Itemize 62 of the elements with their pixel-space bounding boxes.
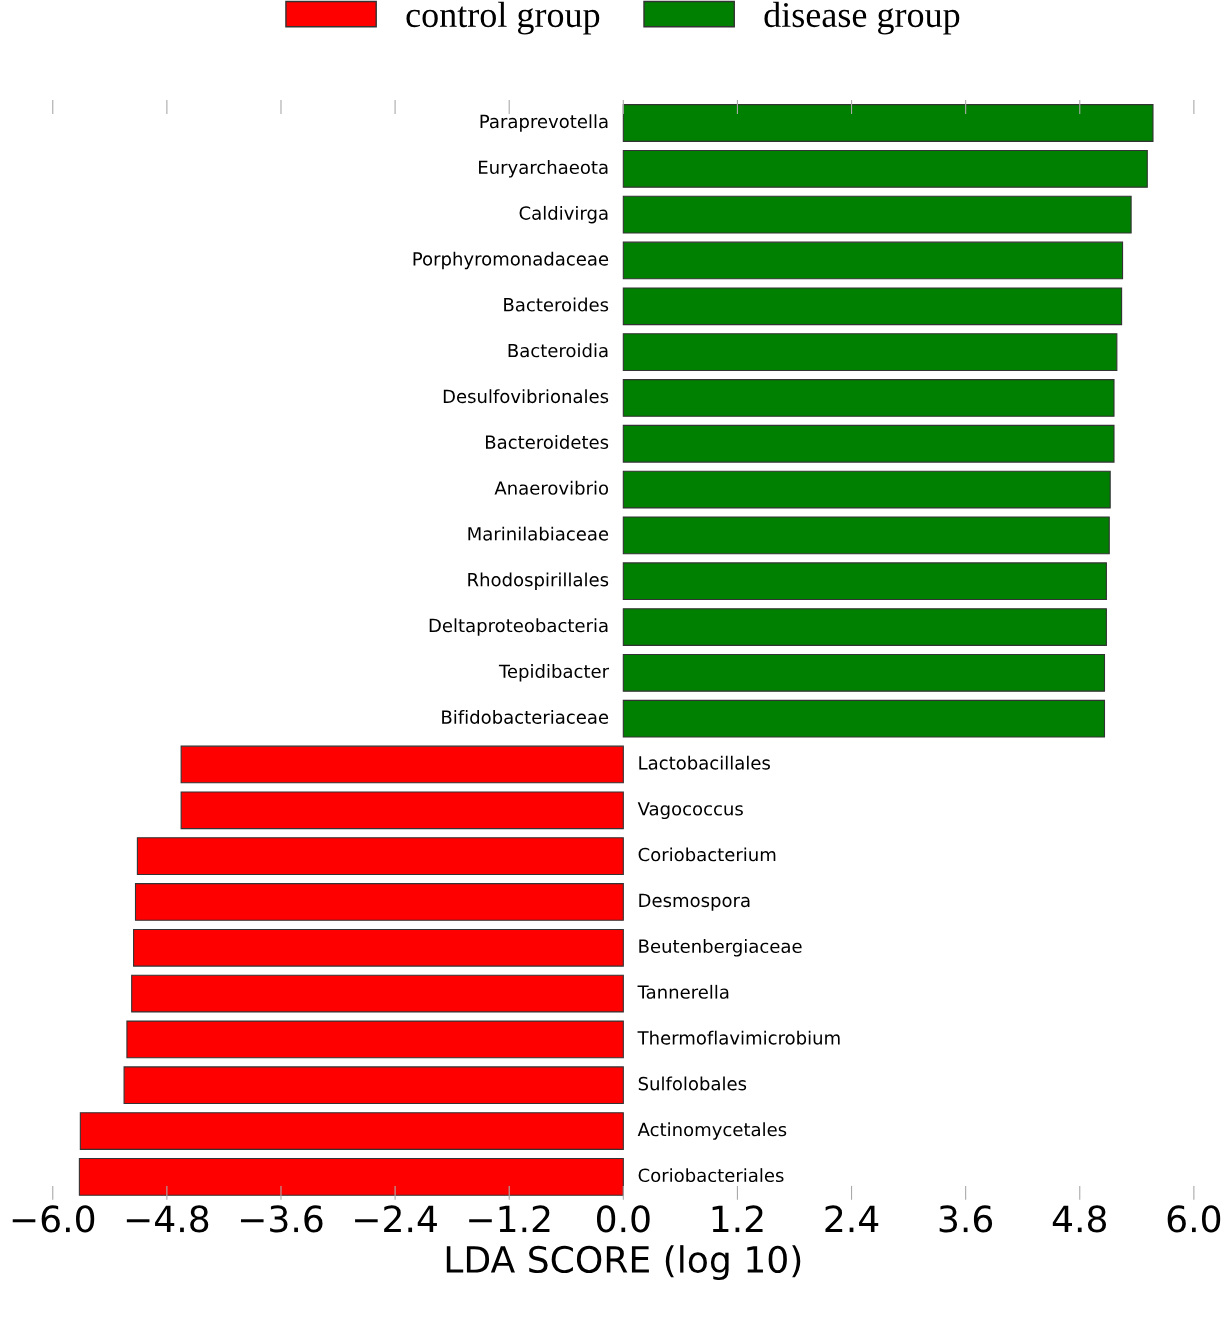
bar [136,837,624,876]
y-tick-label: Porphyromonadaceae [413,251,609,270]
bar [622,699,1106,738]
y-tick-label: Tepidibacter [498,664,610,682]
y-tick-label: Vagococcus [637,802,743,820]
bar [622,195,1132,234]
bar [133,928,624,967]
bar [126,1020,624,1059]
bar [123,1066,624,1105]
bar [180,745,624,784]
x-tick-label: 3.6 [939,1205,993,1233]
y-tick-label: Desulfovibrionales [443,389,609,404]
y-tick-label: Lactobacillales [639,755,770,770]
y-tick-label: Bacteroidia [508,343,608,358]
y-tick-label: Caldivirga [519,205,608,224]
bar [622,608,1107,646]
y-tick-label: Desmospora [639,893,750,911]
bar [180,791,624,830]
bar [622,424,1115,463]
y-tick-label: Coriobacteriales [638,1168,784,1183]
bar [78,1157,624,1196]
y-tick-label: Deltaproteobacteria [429,618,608,636]
legend-label: control group [406,1,600,35]
y-tick-label: Rhodospirillales [468,572,609,590]
bar [622,241,1124,280]
x-tick-label: −1.2 [469,1205,550,1233]
bar [622,149,1148,188]
bar [622,379,1115,417]
y-tick-label: Anaerovibrio [494,480,609,495]
y-tick-label: Actinomycetales [637,1122,787,1140]
x-tick-label: 0.0 [596,1205,650,1233]
x-tick-label: 2.4 [825,1205,879,1233]
y-tick-label: Bacteroides [504,297,609,312]
y-tick-label: Beutenbergiaceae [639,939,802,957]
y-tick-label: Marinilabiaceae [468,526,609,541]
bar [622,516,1110,555]
y-tick-label: Coriobacterium [638,847,776,862]
bar [79,1112,624,1150]
bar [134,883,624,921]
bar [622,287,1123,326]
x-tick-label: −6.0 [12,1205,95,1233]
x-tick-label: −4.8 [126,1205,209,1233]
y-tick-label: Sulfolobales [638,1076,747,1091]
x-tick-label: 4.8 [1052,1205,1106,1233]
x-tick-label: 6.0 [1167,1205,1221,1233]
x-tick-label: 1.2 [712,1205,763,1233]
x-tick-label: −2.4 [355,1205,437,1233]
y-tick-label: Euryarchaeota [479,160,608,178]
y-tick-label: Bifidobacteriaceae [442,709,609,724]
bar [622,562,1107,601]
bar [622,653,1106,692]
x-axis-title: LDA SCORE (log 10) [446,1245,801,1281]
bar [622,470,1111,509]
bar [622,104,1154,142]
x-tick-label: −3.6 [240,1205,323,1233]
y-tick-label: Paraprevotella [480,114,608,132]
legend-label: disease group [764,1,960,35]
y-tick-label: Thermoflavimicrobium [637,1030,840,1045]
bar [622,333,1118,371]
y-tick-label: Tannerella [637,984,729,999]
bar [131,974,624,1013]
y-tick-label: Bacteroidetes [486,435,609,449]
